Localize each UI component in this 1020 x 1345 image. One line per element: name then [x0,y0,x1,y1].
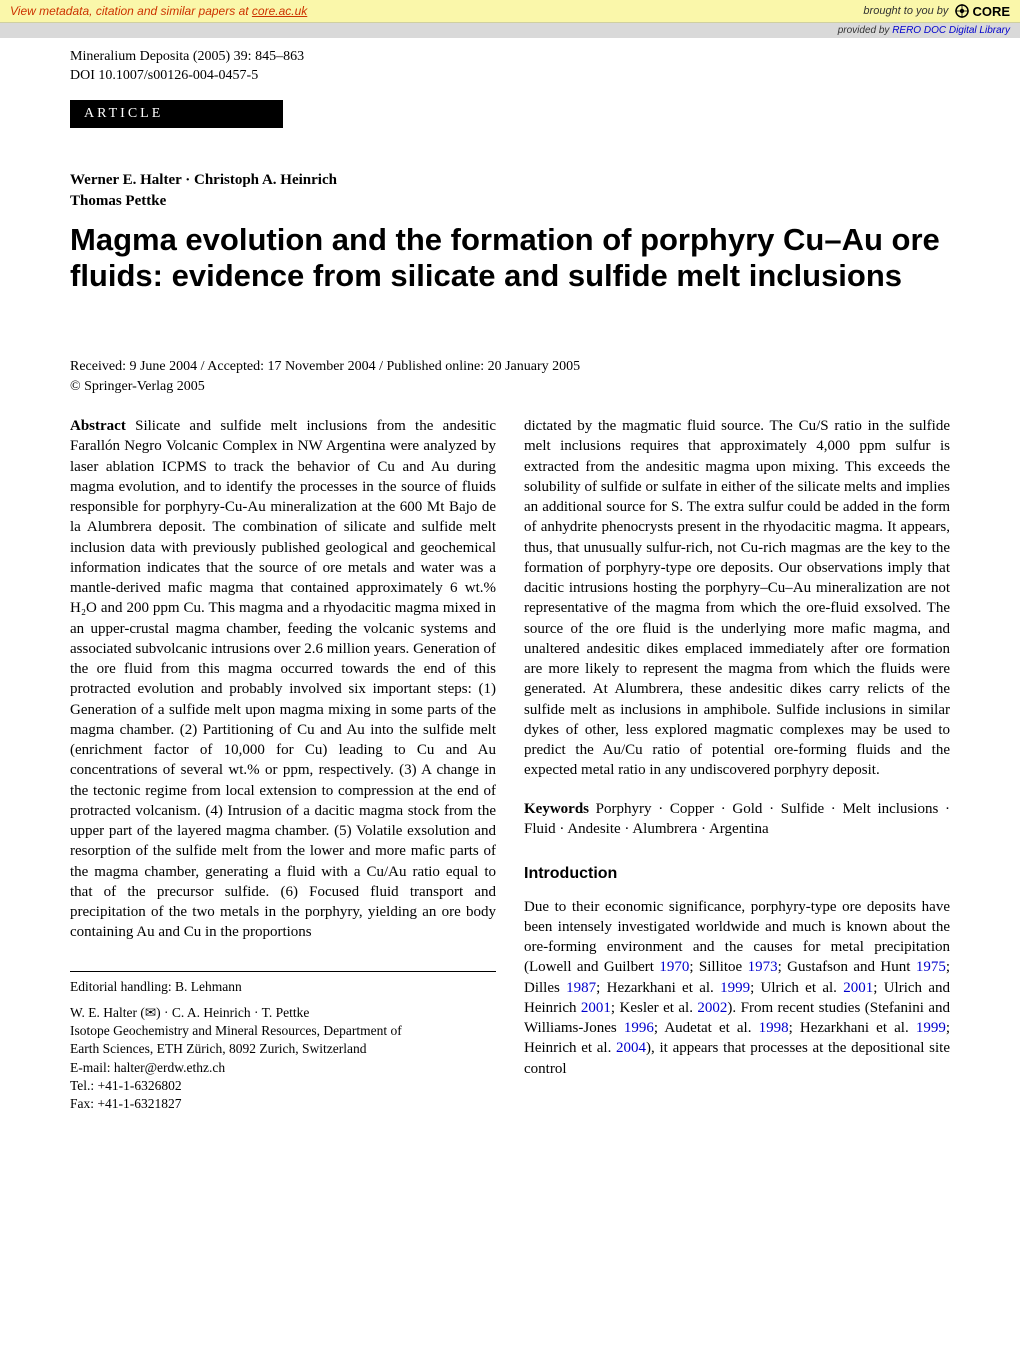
abstract-text-left: Silicate and sulfide melt inclusions fro… [70,418,496,940]
provided-prefix: provided by [838,25,892,36]
introduction-paragraph: Due to their economic significance, porp… [524,897,950,1079]
copyright-line: © Springer-Verlag 2005 [70,377,950,397]
right-column: dictated by the magmatic fluid source. T… [524,416,950,1113]
ref-year[interactable]: 1999 [720,980,750,996]
intro-text: ; Ulrich et al. [750,980,843,996]
ref-year[interactable]: 2001 [581,1000,611,1016]
contact-fax: Fax: +41-1-6321827 [70,1095,496,1113]
keywords-label: Keywords [524,801,589,817]
intro-text: ; Hezarkhani et al. [789,1020,916,1036]
core-metadata-banner: View metadata, citation and similar pape… [0,0,1020,23]
received-accepted-published: Received: 9 June 2004 / Accepted: 17 Nov… [70,357,950,377]
authors-line-2: Thomas Pettke [70,191,950,212]
introduction-heading: Introduction [524,863,950,885]
core-link[interactable]: core.ac.uk [252,4,307,18]
correspondence-footer: Editorial handling: B. Lehmann W. E. Hal… [70,971,496,1114]
journal-info: Mineralium Deposita (2005) 39: 845–863 D… [70,48,950,86]
ref-year[interactable]: 1999 [916,1020,946,1036]
brought-by-text: brought to you by [863,5,948,17]
intro-text: ; Kesler et al. [611,1000,698,1016]
ref-year[interactable]: 1987 [566,980,596,996]
intro-text: ; Audetat et al. [654,1020,759,1036]
contact-email: E-mail: halter@erdw.ethz.ch [70,1059,496,1077]
ref-year[interactable]: 1973 [748,959,778,975]
article-type-label: ARTICLE [70,100,283,128]
core-logo[interactable]: CORE [954,3,1010,19]
two-column-body: Abstract Silicate and sulfide melt inclu… [70,416,950,1113]
abstract-paragraph-right: dictated by the magmatic fluid source. T… [524,416,950,781]
left-column: Abstract Silicate and sulfide melt inclu… [70,416,496,1113]
intro-text: ; Gustafson and Hunt [778,959,916,975]
journal-citation: Mineralium Deposita (2005) 39: 845–863 [70,48,950,67]
editorial-handling: Editorial handling: B. Lehmann [70,978,496,996]
core-banner-left: View metadata, citation and similar pape… [10,4,307,18]
ref-year[interactable]: 1996 [624,1020,654,1036]
ref-year[interactable]: 2001 [843,980,873,996]
ref-year[interactable]: 1998 [759,1020,789,1036]
keywords-paragraph: Keywords Porphyry · Copper · Gold · Sulf… [524,799,950,840]
ref-year[interactable]: 2002 [697,1000,727,1016]
article-title: Magma evolution and the formation of por… [70,222,950,295]
abstract-paragraph-left: Abstract Silicate and sulfide melt inclu… [70,416,496,943]
core-banner-right: brought to you by CORE [863,3,1010,19]
article-dates: Received: 9 June 2004 / Accepted: 17 Nov… [70,357,950,396]
provided-by-banner: provided by RERO DOC Digital Library [0,23,1020,38]
contact-tel: Tel.: +41-1-6326802 [70,1077,496,1095]
corresponding-authors: W. E. Halter (✉) · C. A. Heinrich · T. P… [70,1004,496,1022]
core-icon [954,3,970,19]
intro-text: ; Hezarkhani et al. [596,980,720,996]
core-banner-text: View metadata, citation and similar pape… [10,4,252,18]
ref-year[interactable]: 2004 [616,1040,646,1056]
abstract-label: Abstract [70,418,126,434]
intro-text: ; Sillitoe [689,959,747,975]
author-list: Werner E. Halter · Christoph A. Heinrich… [70,170,950,212]
journal-doi: DOI 10.1007/s00126-004-0457-5 [70,67,950,86]
authors-line-1: Werner E. Halter · Christoph A. Heinrich [70,170,950,191]
core-logo-text: CORE [972,4,1010,19]
ref-year[interactable]: 1970 [659,959,689,975]
article-page: Mineralium Deposita (2005) 39: 845–863 D… [0,38,1020,1143]
affiliation-line-2: Earth Sciences, ETH Zürich, 8092 Zurich,… [70,1040,496,1058]
ref-year[interactable]: 1975 [916,959,946,975]
affiliation-line-1: Isotope Geochemistry and Mineral Resourc… [70,1022,496,1040]
provided-source-link[interactable]: RERO DOC Digital Library [892,25,1010,36]
